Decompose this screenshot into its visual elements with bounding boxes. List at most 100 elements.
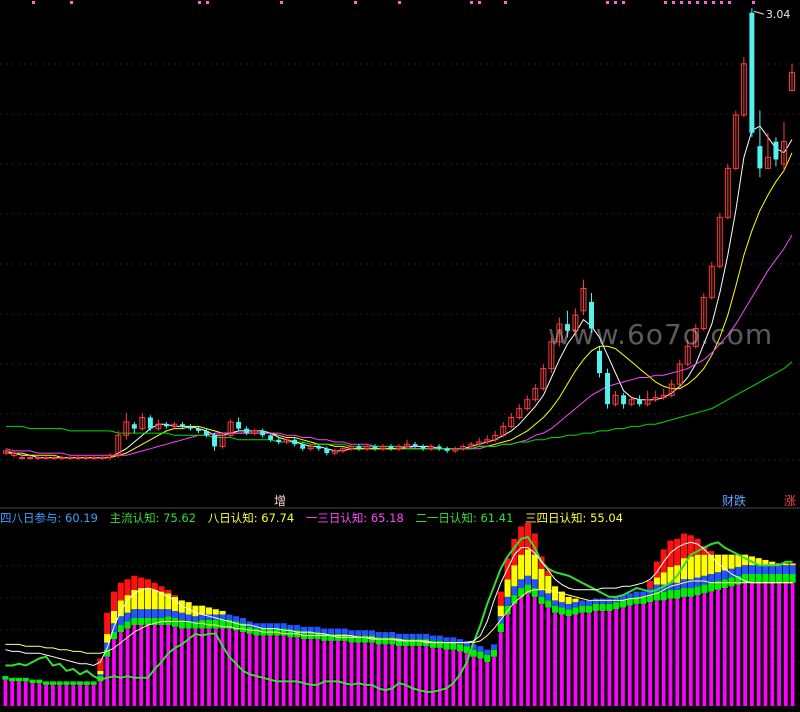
candle-body: [300, 444, 306, 449]
indicator-bar-blue: [735, 566, 742, 576]
indicator-bar-red: [518, 526, 525, 555]
indicator-bar-green: [789, 574, 796, 583]
indicator-bar-green: [436, 640, 443, 648]
indicator-bar-magenta: [417, 646, 422, 706]
indicator-bar-magenta: [234, 630, 238, 706]
indicator-bar-red: [687, 535, 694, 557]
candle-body: [580, 287, 587, 312]
indicator-bar-magenta: [302, 639, 306, 706]
indicator-bar-blue: [226, 614, 233, 620]
indicator-bar-blue: [674, 582, 681, 590]
indicator-bar-blue: [294, 625, 301, 631]
indicator-bar-blue: [348, 630, 355, 636]
indicator-bar-green: [239, 623, 246, 633]
indicator-bar-blue: [246, 621, 253, 627]
candle-body: [83, 457, 90, 460]
indicator-bar-magenta: [763, 582, 768, 706]
indicator-bar-magenta: [539, 603, 544, 706]
candle-body: [396, 445, 402, 450]
candle-body: [476, 441, 483, 445]
indicator-bar-blue: [117, 616, 124, 626]
candle-body: [115, 434, 122, 456]
event-marker: [614, 1, 617, 4]
indicator-bar-blue: [613, 596, 620, 603]
indicator-bar-magenta: [668, 598, 673, 706]
indicator-bar-magenta: [729, 586, 734, 706]
indicator-bar-blue: [470, 644, 477, 650]
indicator-bar-green: [714, 581, 722, 590]
event-marker: [664, 1, 667, 4]
indicator-bar-magenta: [84, 684, 89, 706]
indicator-line: [5, 541, 793, 667]
indicator-bar-magenta: [10, 681, 15, 706]
indicator-bar-blue: [585, 600, 593, 606]
candle-body: [388, 446, 394, 449]
indicator-bar-magenta: [641, 603, 646, 706]
indicator-bar-yellow: [504, 579, 511, 597]
indicator-bar-green: [124, 621, 131, 629]
indicator-bar-green: [504, 605, 511, 615]
indicator-bar-magenta: [607, 610, 612, 706]
legend-item: 一三日认知: 65.18: [305, 511, 404, 525]
indicator-bar-blue: [572, 602, 579, 608]
indicator-bar-blue: [531, 579, 538, 589]
candle-body: [428, 445, 435, 450]
candle-body: [420, 446, 426, 449]
indicator-bar-red: [497, 591, 504, 606]
indicator-bar-magenta: [682, 596, 686, 706]
candle-body: [708, 265, 715, 298]
indicator-bar-magenta: [356, 642, 361, 706]
indicator-bar-magenta: [193, 628, 198, 706]
indicator-legend: 四八日参与: 60.19 主流认知: 75.62 八日认知: 67.74 一三日…: [0, 510, 631, 526]
candle-body: [740, 63, 747, 116]
event-marker: [752, 1, 755, 4]
indicator-bar-red: [131, 575, 138, 590]
indicator-bar-yellow: [708, 554, 715, 574]
indicator-bar-yellow: [680, 558, 688, 580]
indicator-bar-yellow: [212, 609, 219, 615]
indicator-bar-blue: [375, 632, 382, 638]
indicator-bar-blue: [402, 633, 409, 640]
indicator-bar-blue: [321, 628, 328, 634]
candle-body: [379, 445, 386, 450]
event-marker: [198, 1, 201, 4]
indicator-bar-green: [552, 605, 559, 613]
indicator-bar-blue: [463, 640, 470, 647]
indicator-bar-green: [531, 588, 538, 597]
indicator-bar-yellow: [117, 600, 124, 617]
indicator-bar-magenta: [716, 589, 720, 706]
indicator-bar-yellow: [789, 563, 796, 566]
candle-body: [75, 457, 82, 460]
indicator-bar-red: [531, 533, 538, 555]
candle-body: [676, 363, 683, 385]
indicator-bar-green: [90, 681, 97, 685]
candle-body: [147, 417, 153, 429]
indicator-bar-magenta: [64, 684, 69, 706]
indicator-bar-magenta: [593, 610, 598, 706]
indicator-bar-green: [416, 639, 423, 647]
indicator-bar-magenta: [37, 683, 42, 706]
indicator-bar-green: [708, 582, 715, 592]
indicator-bar-yellow: [151, 589, 158, 610]
indicator-bar-blue: [267, 623, 274, 629]
candle-body: [19, 457, 26, 460]
indicator-bar-green: [579, 605, 586, 613]
indicator-bar-green: [484, 654, 491, 662]
indicator-bar-green: [395, 639, 403, 647]
indicator-bar-magenta: [98, 681, 103, 706]
indicator-bar-yellow: [192, 605, 199, 617]
indicator-bar-green: [321, 633, 328, 641]
indicator-bar-green: [117, 625, 124, 633]
event-marker: [728, 1, 731, 4]
indicator-bar-magenta: [159, 625, 164, 706]
indicator-bar-magenta: [288, 637, 293, 706]
indicator-bar-blue: [538, 589, 545, 597]
indicator-bar-yellow: [178, 600, 185, 613]
indicator-bar-green: [76, 681, 84, 685]
candle-body: [27, 457, 34, 460]
candle-body: [339, 448, 346, 452]
candle-body: [668, 383, 675, 396]
candle-body: [612, 394, 619, 405]
indicator-bar-green: [362, 635, 369, 643]
